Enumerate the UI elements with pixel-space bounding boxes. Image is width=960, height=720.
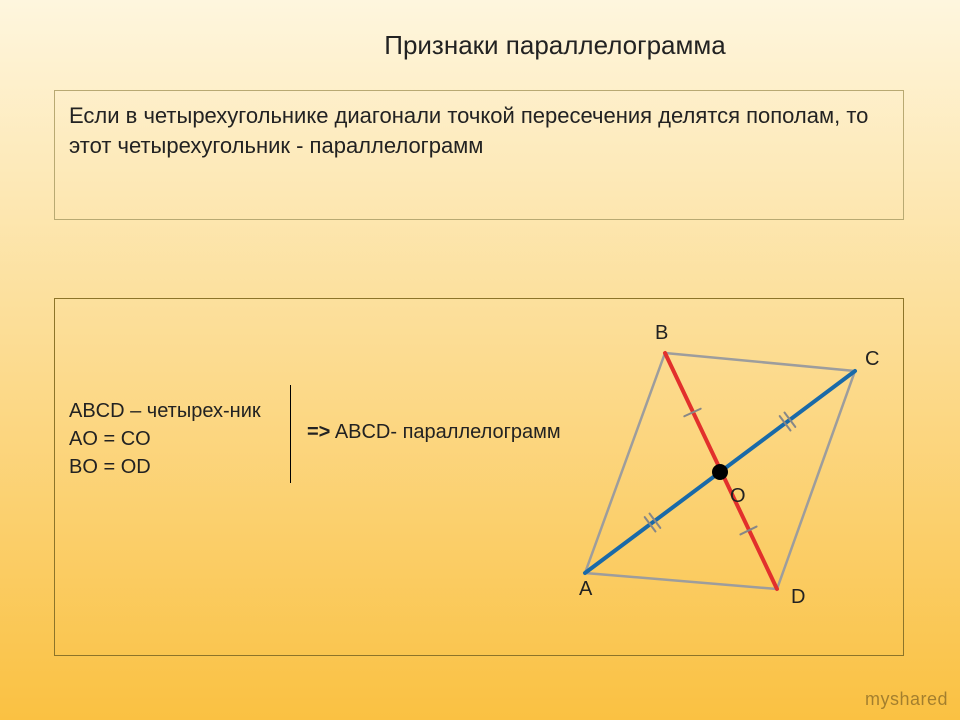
vertex-label-C: C bbox=[865, 348, 879, 370]
slide-page: Признаки параллелограмма Если в четыреху… bbox=[0, 0, 960, 720]
page-title: Признаки параллелограмма bbox=[150, 30, 960, 61]
proof-box: ABCD – четырех-ник AO = CO BO = OD => AB… bbox=[54, 298, 904, 656]
parallelogram-diagram: A B C D O bbox=[55, 299, 905, 657]
vertex-label-B: B bbox=[655, 322, 668, 344]
watermark: myshared bbox=[865, 689, 948, 710]
vertex-label-D: D bbox=[791, 586, 805, 608]
vertex-label-A: A bbox=[579, 578, 593, 600]
theorem-box: Если в четырехугольнике диагонали точкой… bbox=[54, 90, 904, 220]
vertex-label-O: O bbox=[730, 485, 746, 507]
intersection-point bbox=[712, 464, 728, 480]
